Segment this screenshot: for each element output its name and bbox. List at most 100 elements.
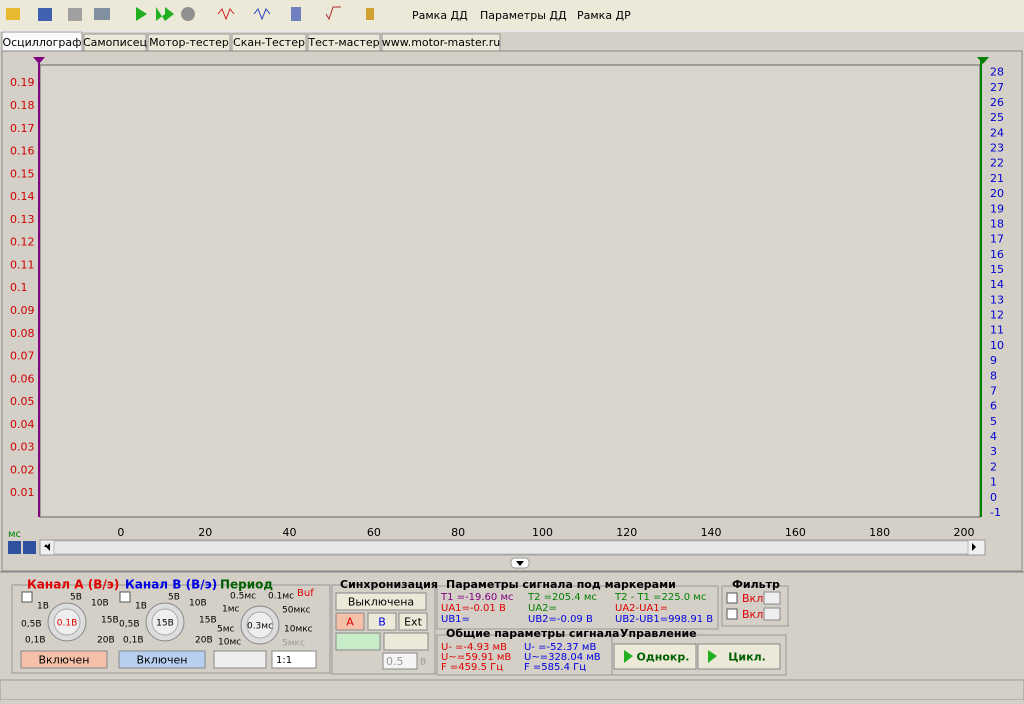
scale-label: 5В — [70, 593, 82, 603]
marker-param: T2 =205.4 мс — [527, 592, 597, 603]
general-param: U- =-52.37 мВ — [524, 642, 596, 653]
enable-button-label: Включен — [39, 654, 90, 667]
y2-tick-label: 27 — [990, 81, 1004, 94]
edge-fall[interactable] — [383, 632, 429, 651]
x-axis-label: мс — [8, 529, 21, 540]
play-icon — [624, 650, 633, 663]
y-tick-label: 0.06 — [10, 372, 35, 385]
status-bar — [0, 679, 1024, 701]
general-param: F =585.4 Гц — [524, 662, 586, 673]
knob-face — [151, 608, 179, 636]
ratio-select[interactable] — [271, 650, 317, 669]
checkbox[interactable] — [726, 592, 738, 604]
signal-a-icon[interactable] — [217, 8, 235, 21]
marker-param: UB1= — [441, 614, 470, 625]
y-tick-label: 0.19 — [10, 76, 35, 89]
knob-face — [53, 608, 81, 636]
checkbox[interactable] — [726, 608, 738, 620]
scale-label: 50мкс — [282, 606, 311, 616]
signal-b-icon[interactable] — [253, 8, 271, 21]
plot-area — [39, 64, 981, 518]
scale-label: 5В — [168, 593, 180, 603]
level-input[interactable] — [382, 652, 418, 670]
general-param: U~=328.04 мВ — [524, 652, 601, 663]
control-group — [611, 634, 787, 676]
scale-label: 10мс — [218, 638, 241, 648]
x-tick-label: 60 — [367, 526, 381, 539]
open-icon[interactable] — [6, 8, 20, 20]
tab-label: Осциллограф — [2, 36, 81, 49]
y2-tick-label: 24 — [990, 126, 1004, 139]
marker-t1[interactable] — [33, 57, 45, 64]
y2-tick-label: 23 — [990, 142, 1004, 155]
sync-state[interactable] — [335, 592, 427, 611]
stop-icon[interactable] — [181, 7, 195, 21]
y-tick-label: 0.16 — [10, 145, 35, 158]
zoom-button[interactable] — [8, 541, 21, 554]
sound-icon[interactable] — [366, 8, 374, 20]
y2-tick-label: 6 — [990, 400, 997, 413]
marker-params-group — [436, 585, 719, 630]
y2-tick-label: 13 — [990, 293, 1004, 306]
y2-tick-label: 9 — [990, 354, 997, 367]
marker-t2[interactable] — [977, 57, 989, 64]
tab-label: Скан-Тестер — [233, 36, 305, 49]
filter-option: Вкл — [742, 608, 763, 621]
y-tick-label: 0.18 — [10, 99, 35, 112]
scroll-thumb[interactable] — [53, 540, 969, 555]
group-title: Общие параметры сигнала — [446, 627, 619, 640]
x-tick-label: 20 — [198, 526, 212, 539]
play-icon — [708, 650, 717, 663]
x-tick-label: 40 — [283, 526, 297, 539]
y-tick-label: 0.07 — [10, 350, 35, 363]
enable-button-label: Включен — [137, 654, 188, 667]
filter-settings[interactable] — [763, 607, 781, 621]
sqrt-icon[interactable] — [325, 6, 341, 21]
zoom-icons[interactable] — [213, 650, 267, 669]
scale-label: 0,1В — [123, 636, 144, 646]
sync-source[interactable] — [398, 612, 428, 631]
sync-source[interactable] — [367, 612, 397, 631]
x-tick-label: 200 — [953, 526, 974, 539]
group-title: Фильтр — [732, 578, 780, 591]
knob-face — [246, 611, 274, 639]
enable-button[interactable] — [20, 650, 108, 669]
x-tick-label: 80 — [451, 526, 465, 539]
knob-value: 15В — [156, 619, 174, 629]
sync-group — [331, 584, 436, 675]
tab-label: Самописец — [83, 36, 147, 49]
calc-icon[interactable] — [291, 7, 301, 21]
edge-rise[interactable] — [335, 632, 381, 651]
play-icon[interactable] — [136, 7, 147, 21]
y-tick-label: 0.04 — [10, 418, 35, 431]
x-tick-label: 160 — [785, 526, 806, 539]
preview-icon[interactable] — [68, 8, 82, 21]
cycle-icon[interactable] — [156, 7, 174, 21]
x-tick-label: 180 — [869, 526, 890, 539]
marker-param: UB2=-0.09 В — [528, 614, 593, 625]
scale-label: 0,1В — [25, 636, 46, 646]
filter-settings[interactable] — [763, 591, 781, 605]
print-icon[interactable] — [94, 8, 110, 20]
buf-label: Buf — [297, 588, 314, 599]
y2-tick-label: 4 — [990, 430, 997, 443]
enable-button[interactable] — [118, 650, 206, 669]
sync-source-label: Ext — [404, 616, 422, 629]
save-icon[interactable] — [38, 8, 52, 21]
y-tick-label: 0.02 — [10, 463, 35, 476]
scale-label: 0,5В — [119, 620, 140, 630]
marker-param: UA2-UA1= — [615, 603, 668, 614]
y2-tick-label: 1 — [990, 476, 997, 489]
y-tick-label: 0.14 — [10, 190, 35, 203]
sync-source[interactable] — [335, 612, 365, 631]
y-tick-label: 0.17 — [10, 122, 35, 135]
general-param: U~=59.91 мВ — [441, 652, 511, 663]
y2-tick-label: 14 — [990, 278, 1004, 291]
group-title: Синхронизация — [340, 578, 438, 591]
zoom-button[interactable] — [23, 541, 36, 554]
general-param: U- =-4.93 мВ — [441, 642, 507, 653]
marker-param: T2 - T1 =225.0 мс — [614, 592, 706, 603]
scale-label: 10В — [91, 599, 109, 609]
y2-tick-label: 0 — [990, 491, 997, 504]
tab-label: Тест-мастер — [307, 36, 379, 49]
